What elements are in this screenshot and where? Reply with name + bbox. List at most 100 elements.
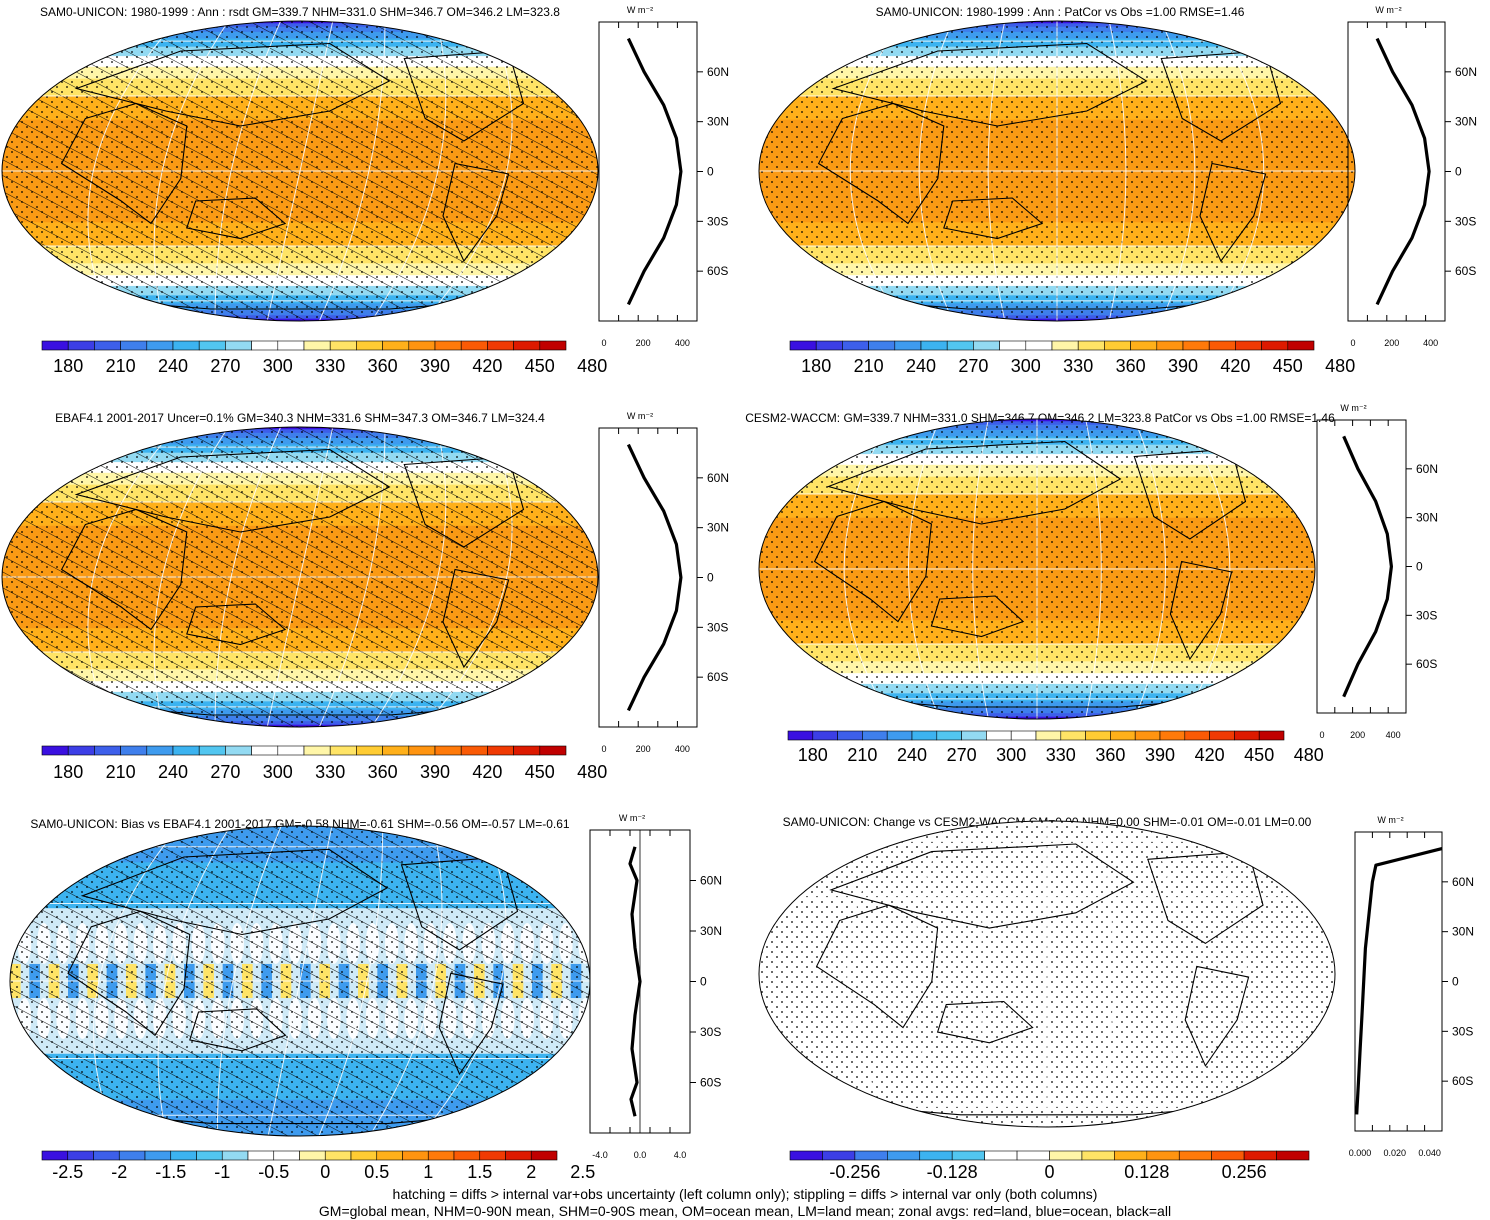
lat-tick-label: 60S bbox=[1416, 657, 1437, 671]
colorbar-tick-label: -2 bbox=[111, 1162, 127, 1182]
lat-tick-label: 30N bbox=[1452, 925, 1474, 939]
colorbar-cell bbox=[196, 1150, 223, 1161]
map-border bbox=[758, 418, 1316, 720]
graticule-lon bbox=[318, 427, 386, 727]
lat-tick-label: 0 bbox=[1452, 975, 1459, 989]
colorbar-cell bbox=[221, 1150, 249, 1161]
land-outline-africa bbox=[813, 500, 932, 623]
profile-x-label: 0 bbox=[601, 338, 606, 348]
graticule-lon bbox=[849, 21, 901, 321]
colorbar-cell bbox=[479, 1150, 506, 1161]
profile-unit: W m⁻² bbox=[627, 5, 653, 15]
map-title: EBAF4.1 2001-2017 Uncer=0.1% GM=340.3 NH… bbox=[55, 411, 545, 425]
land-outline-eurasia bbox=[826, 440, 1122, 525]
profile-x-label: -4.0 bbox=[592, 1150, 608, 1160]
colorbar-cell bbox=[144, 1150, 172, 1161]
colorbar-tick-label: -0.256 bbox=[829, 1162, 880, 1182]
profile-unit: W m⁻² bbox=[1377, 815, 1403, 825]
zonal-profile: 60N 30N 0 30S 60S 0 200 400 W m⁻² bbox=[598, 411, 729, 754]
colorbar-cell bbox=[303, 745, 331, 756]
colorbar-tick-label: 300 bbox=[263, 762, 293, 782]
colorbar-cell bbox=[1081, 1150, 1115, 1161]
colorbar-cell bbox=[1085, 730, 1111, 741]
lat-tick-label: 0 bbox=[707, 165, 714, 179]
colorbar-tick-label: 180 bbox=[801, 356, 831, 376]
profile-x-label: 0.000 bbox=[1349, 1148, 1372, 1158]
graticule-lon bbox=[918, 21, 954, 321]
colorbar-cell bbox=[67, 745, 95, 756]
land-outline-africa bbox=[817, 102, 945, 225]
colorbar-cell bbox=[1156, 340, 1184, 351]
lat-tick-label: 30S bbox=[707, 214, 728, 228]
colorbar-cell bbox=[172, 745, 200, 756]
profile-curve bbox=[1355, 847, 1443, 1115]
colorbar-tick-label: 180 bbox=[53, 356, 83, 376]
colorbar-cell bbox=[894, 340, 922, 351]
colorbar-tick-label: -1 bbox=[214, 1162, 230, 1182]
colorbar-tick-label: 480 bbox=[1294, 745, 1324, 765]
profile-curve bbox=[1375, 37, 1431, 306]
colorbar-tick-label: 300 bbox=[263, 356, 293, 376]
colorbar-cell bbox=[1077, 340, 1105, 351]
land-outline-eurasia bbox=[829, 843, 1135, 929]
land-outline-eurasia bbox=[831, 42, 1148, 127]
graticule-lon bbox=[1085, 419, 1102, 719]
colorbar-cell bbox=[67, 1150, 94, 1161]
panel-2: SAM0-UNICON: 1980-1999 : Ann : PatCor vs… bbox=[758, 5, 1477, 376]
lat-tick-label: 60S bbox=[1455, 264, 1476, 278]
colorbar-tick-label: -0.5 bbox=[258, 1162, 289, 1182]
colorbar-cell bbox=[453, 1150, 481, 1161]
colorbar-cell bbox=[460, 340, 488, 351]
map-body bbox=[2, 427, 598, 727]
colorbar-cell bbox=[986, 730, 1012, 741]
land-outline-australia bbox=[930, 595, 1025, 638]
colorbar-tick-label: 450 bbox=[1273, 356, 1303, 376]
land-outline-eurasia bbox=[80, 848, 389, 936]
profile-unit: W m⁻² bbox=[1340, 403, 1366, 413]
colorbar-cell bbox=[408, 745, 436, 756]
colorbar-cell bbox=[1010, 730, 1037, 741]
colorbar-cell bbox=[247, 1150, 275, 1161]
graticule-lon bbox=[266, 21, 334, 321]
colorbar-cell bbox=[460, 745, 488, 756]
land-outline-eurasia bbox=[74, 42, 391, 127]
graticule-lon bbox=[1096, 821, 1115, 1127]
profile-x-label: 0 bbox=[601, 744, 606, 754]
map-body bbox=[759, 419, 1315, 719]
colorbar-tick-label: 360 bbox=[1116, 356, 1146, 376]
colorbar-tick-label: -2.5 bbox=[52, 1162, 83, 1182]
colorbar-tick-label: 330 bbox=[1063, 356, 1093, 376]
panel-3: EBAF4.1 2001-2017 Uncer=0.1% GM=340.3 NH… bbox=[1, 411, 729, 782]
graticule-lon bbox=[318, 21, 386, 321]
colorbar-cell bbox=[1243, 1150, 1277, 1161]
profile-x-label: 200 bbox=[1350, 730, 1365, 740]
graticule-lon bbox=[843, 419, 892, 719]
colorbar-tick-label: 300 bbox=[996, 745, 1026, 765]
colorbar-cell bbox=[842, 340, 869, 351]
map-body bbox=[759, 821, 1335, 1127]
graticule-lon bbox=[1182, 419, 1231, 719]
profile-x-label: 200 bbox=[1384, 338, 1399, 348]
colorbar-cell bbox=[198, 340, 226, 351]
colorbar-cell bbox=[1016, 1150, 1050, 1161]
graticule-lon bbox=[972, 419, 989, 719]
colorbar-cell bbox=[487, 745, 514, 756]
land-outline-australia bbox=[943, 197, 1044, 240]
profile-frame bbox=[1354, 831, 1443, 1132]
colorbar-cell bbox=[277, 340, 305, 351]
colorbar-cell bbox=[434, 745, 462, 756]
colorbar-tick-label: 420 bbox=[1195, 745, 1225, 765]
lat-tick-label: 60S bbox=[707, 670, 728, 684]
colorbar-cell bbox=[911, 730, 938, 741]
colorbar-tick-label: 480 bbox=[577, 356, 607, 376]
footer-line-1: hatching = diffs > internal var+obs unce… bbox=[392, 1186, 1098, 1202]
land-outline-africa bbox=[67, 910, 191, 1037]
lat-tick-label: 30S bbox=[1452, 1024, 1473, 1038]
graticule-lon bbox=[214, 21, 282, 321]
colorbar-cell bbox=[198, 745, 226, 756]
colorbar-cell bbox=[324, 1150, 352, 1161]
lat-tick-label: 60N bbox=[1455, 65, 1477, 79]
colorbar: 180 210 240 270 300 330 360 390 420 450 480 bbox=[789, 340, 1355, 376]
colorbar-tick-label: 2.5 bbox=[570, 1162, 595, 1182]
graticule-lon bbox=[318, 826, 384, 1136]
